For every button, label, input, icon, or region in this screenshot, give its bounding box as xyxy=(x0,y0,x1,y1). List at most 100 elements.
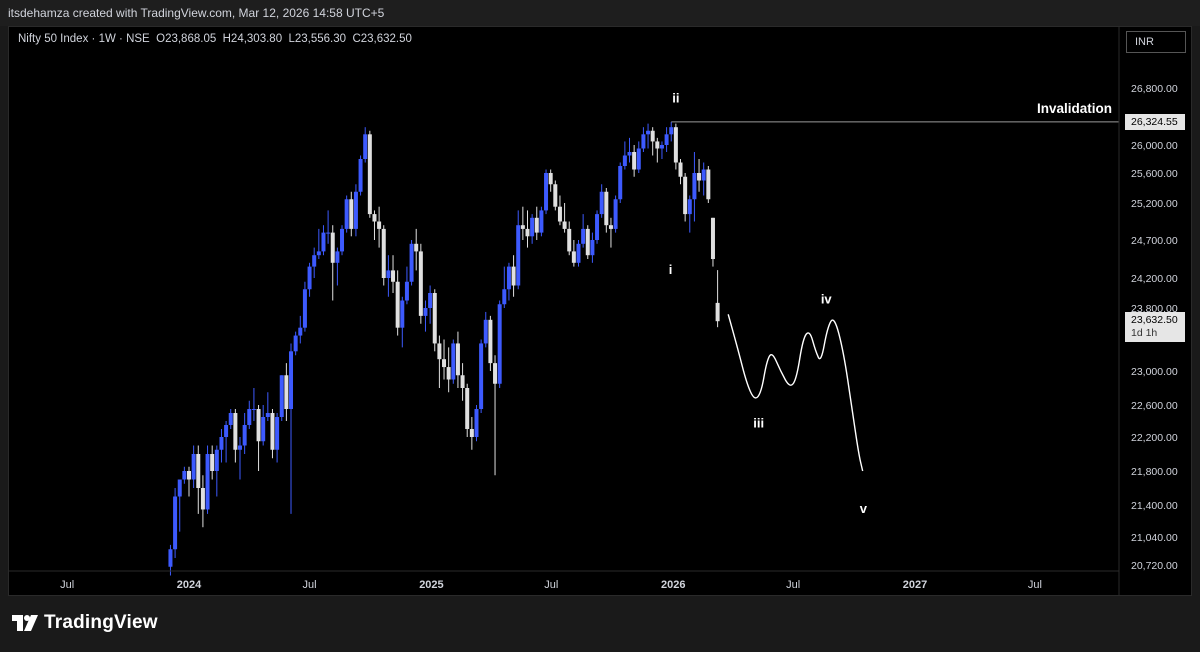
candle-body xyxy=(571,251,576,263)
candle-body xyxy=(251,409,256,410)
candle-body xyxy=(632,152,637,170)
x-tick-label: Jul xyxy=(1028,579,1042,591)
candle xyxy=(437,335,442,388)
candle-body xyxy=(483,319,488,344)
candle-body xyxy=(302,289,307,328)
candle-body xyxy=(655,141,660,149)
symbol-legend[interactable]: Nifty 50 Index · 1W · NSE O23,868.05 H24… xyxy=(18,33,412,45)
bar-countdown: 1d 1h xyxy=(1131,327,1158,339)
candle xyxy=(191,445,196,488)
candle xyxy=(469,417,474,450)
candle-body xyxy=(525,228,530,237)
candle xyxy=(585,225,590,259)
candle-body xyxy=(381,228,386,278)
candle-body xyxy=(683,176,688,215)
candle-body xyxy=(613,199,618,229)
candle xyxy=(571,240,576,267)
candle xyxy=(659,141,664,159)
candle-body xyxy=(669,127,674,135)
candle xyxy=(391,255,396,293)
candle-body xyxy=(428,293,433,308)
candle xyxy=(358,155,363,196)
candle-body xyxy=(177,479,182,497)
ohlc-high: H24,303.80 xyxy=(222,33,283,45)
candle xyxy=(423,300,428,332)
candle-body xyxy=(687,199,692,215)
candle xyxy=(534,206,539,240)
candle-body xyxy=(455,343,460,376)
tradingview-logo-icon xyxy=(12,615,38,631)
candle xyxy=(576,240,581,267)
candle xyxy=(636,141,641,173)
x-tick-label: Jul xyxy=(786,579,800,591)
candle xyxy=(581,214,586,248)
credit-text: itsdehamza created with TradingView.com,… xyxy=(8,6,385,20)
candle-body xyxy=(372,214,377,222)
candle-body xyxy=(608,225,613,229)
candle-body xyxy=(391,270,396,282)
x-tick-label: Jul xyxy=(60,579,74,591)
y-tick-label: 21,400.00 xyxy=(1131,500,1178,512)
candle-body xyxy=(432,293,437,344)
y-tick-label: 24,200.00 xyxy=(1131,273,1178,285)
candle xyxy=(289,343,294,514)
candle xyxy=(710,217,715,267)
candle-body xyxy=(196,454,201,488)
candle-body xyxy=(506,266,511,290)
candle xyxy=(367,130,372,218)
candle-body xyxy=(553,184,558,207)
candle xyxy=(363,127,368,163)
tradingview-logo[interactable]: TradingView xyxy=(12,612,158,634)
candle-body xyxy=(409,243,414,282)
candle xyxy=(520,206,525,240)
candle xyxy=(618,162,623,203)
candle-body xyxy=(168,549,173,567)
candle xyxy=(340,225,345,256)
tradingview-logo-text: TradingView xyxy=(44,612,158,633)
candle-body xyxy=(710,217,715,259)
candle xyxy=(372,210,377,240)
candle-body xyxy=(219,437,224,450)
candle xyxy=(275,413,280,463)
symbol-exchange: NSE xyxy=(126,33,150,45)
candle-body xyxy=(256,409,261,442)
candle-body xyxy=(404,281,409,301)
candle-body xyxy=(330,232,335,263)
symbol-name[interactable]: Nifty 50 Index xyxy=(18,33,89,45)
candle-body xyxy=(423,308,428,316)
candle xyxy=(414,228,419,271)
y-tick-label: 23,000.00 xyxy=(1131,366,1178,378)
candle xyxy=(182,466,187,484)
candle xyxy=(632,145,637,177)
candle-body xyxy=(539,210,544,233)
x-tick-label: 2027 xyxy=(903,579,927,591)
candle xyxy=(298,315,303,344)
candle-body xyxy=(664,134,669,145)
candle xyxy=(173,488,178,558)
y-tick-label: 24,700.00 xyxy=(1131,235,1178,247)
ohlc-low: L23,556.30 xyxy=(288,33,347,45)
candle-body xyxy=(659,145,664,149)
candle-body xyxy=(673,127,678,163)
candle-body xyxy=(636,148,641,170)
wave-label-i: i xyxy=(669,262,673,277)
candle xyxy=(381,225,386,286)
candle xyxy=(353,184,358,237)
chart-area[interactable]: Invalidation ii i iii iv v 26,800.00 26,000.00… xyxy=(8,26,1193,597)
candle-body xyxy=(469,429,474,437)
candle xyxy=(622,141,627,170)
invalidation-label: Invalidation xyxy=(1037,101,1112,116)
candle-body xyxy=(386,270,391,278)
candle xyxy=(567,221,572,256)
candle xyxy=(548,169,553,192)
candle-body xyxy=(242,425,247,446)
currency-button[interactable]: INR xyxy=(1126,31,1186,53)
candle-body xyxy=(460,375,465,388)
symbol-interval[interactable]: 1W xyxy=(98,33,116,45)
candle-body xyxy=(233,413,238,450)
candle xyxy=(460,363,465,401)
wave-label-iii: iii xyxy=(753,415,764,430)
y-tick-label: 21,040.00 xyxy=(1131,532,1178,544)
candle xyxy=(224,421,229,463)
